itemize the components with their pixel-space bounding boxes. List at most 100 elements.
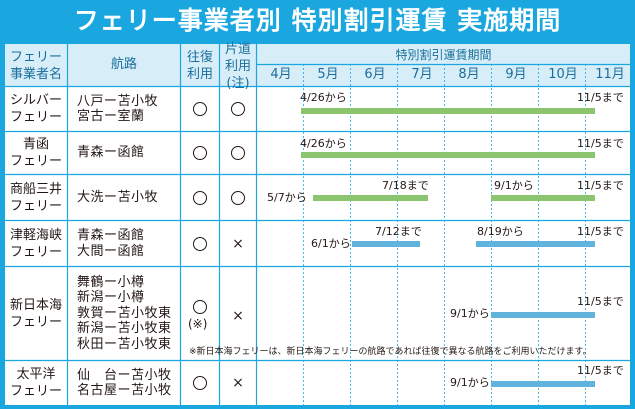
operator-line: フェリー: [9, 314, 62, 330]
route-item: 宮古ー室蘭: [77, 109, 145, 124]
route-item: 大間ー函館: [77, 243, 145, 259]
operator-line: フェリー: [9, 198, 62, 214]
header-one-way-line1: 片道: [224, 41, 251, 57]
period-bar: [301, 152, 595, 158]
route-silver: 八戸ー苫小牧 宮古ー室蘭: [77, 87, 180, 131]
operator-taiheiyo: 太平洋 フェリー: [5, 361, 67, 405]
end-label: 11/5まで: [577, 225, 624, 238]
round-trip-circle: [193, 146, 207, 160]
end-label: 11/5まで: [577, 295, 624, 308]
route-shin-nihonkai: 舞鶴ー小樽 新潟ー小樽 敦賀ー苫小牧東 新潟ー苫小牧東 秋田ー苫小牧東: [77, 267, 180, 360]
month-aug: 8月: [458, 67, 480, 82]
operator-line: フェリー: [9, 384, 62, 399]
header-round-trip-line2: 利用: [186, 67, 213, 82]
end-label: 11/5まで: [577, 364, 624, 377]
operator-line: シルバー: [9, 93, 62, 108]
route-mol: 大洗ー苫小牧: [77, 175, 180, 220]
operator-mol: 商船三井 フェリー: [5, 175, 67, 220]
start-label: 8/19から: [477, 225, 524, 238]
route-seikan: 青森ー函館: [77, 132, 180, 174]
footnote: ※新日本海フェリーは、新日本海フェリーの航路であれば往復で異なる航路をご利用いた…: [189, 347, 592, 357]
route-item: 名古屋ー苫小牧: [77, 383, 172, 398]
route-taiheiyo: 仙 台ー苫小牧 名古屋ー苫小牧: [77, 361, 180, 405]
period-bar: [352, 241, 420, 247]
one-way-cross: ×: [232, 308, 244, 324]
end-label: 11/5まで: [577, 179, 624, 192]
month-jul: 7月: [411, 67, 433, 82]
header-round-trip-line1: 往復: [186, 50, 213, 65]
start-label: 4/26から: [300, 91, 347, 104]
route-item: 仙 台ー苫小牧: [77, 367, 172, 383]
operator-line: フェリー: [9, 244, 62, 260]
start-label: 9/1から: [450, 307, 490, 320]
month-nov: 11月: [595, 67, 625, 82]
operator-line: 新日本海: [9, 297, 62, 313]
page-title: フェリー事業者別 特別割引運賃 実施期間: [73, 6, 562, 35]
route-item: 八戸ー苫小牧: [77, 93, 159, 109]
one-way-circle: [231, 102, 245, 116]
period-bar: [313, 195, 428, 201]
schedule-table: フェリー 事業者名 航路 往復 利用 片道 利用 (注) 特別割引運賃期間 4月…: [5, 42, 630, 405]
period-bar: [301, 108, 595, 114]
period-bar: [491, 312, 595, 318]
operator-line: 商船三井: [9, 181, 62, 197]
operator-shin-nihonkai: 新日本海 フェリー: [5, 267, 67, 360]
start-label: 6/1から: [311, 237, 351, 250]
period-bar: [476, 241, 595, 247]
one-way-circle: [231, 146, 245, 160]
grid-lines: [5, 44, 630, 405]
round-trip-circle: [193, 191, 207, 205]
header-operator: フェリー 事業者名: [5, 46, 67, 86]
header-period: 特別割引運賃期間: [395, 48, 492, 62]
month-jun: 6月: [364, 67, 386, 82]
route-tsugaru: 青森ー函館 大間ー函館: [77, 221, 180, 266]
header-one-way: 片道 利用 (注): [220, 42, 256, 91]
period-bar: [491, 381, 595, 387]
header-route: 航路: [110, 57, 137, 72]
route-item: 敦賀ー苫小牧東: [77, 305, 172, 321]
end-label: 7/12まで: [375, 225, 422, 238]
start-label: 9/1から: [494, 179, 534, 192]
header-operator-line1: フェリー: [9, 50, 62, 65]
route-item: 青森ー函館: [77, 228, 145, 243]
start-label: 5/7から: [267, 191, 307, 204]
start-label: 9/1から: [450, 376, 490, 389]
table-grid: [5, 44, 630, 405]
start-label: 4/26から: [300, 137, 347, 150]
header-operator-line2: 事業者名: [9, 67, 62, 82]
operator-silver: シルバー フェリー: [5, 87, 67, 131]
operator-line: 太平洋: [16, 367, 56, 382]
operator-line: 青函: [22, 137, 49, 152]
month-oct: 10月: [548, 67, 578, 82]
header-one-way-line2: 利用: [224, 58, 251, 74]
month-dividers: [303, 64, 586, 405]
header-round-trip: 往復 利用: [181, 46, 219, 86]
end-label: 11/5まで: [577, 91, 624, 104]
one-way-cross: ×: [232, 375, 244, 391]
operator-line: フェリー: [9, 110, 62, 125]
route-item: 秋田ー苫小牧東: [77, 336, 172, 352]
route-item: 舞鶴ー小樽: [77, 274, 145, 290]
header-one-way-line3: (注): [226, 75, 250, 91]
period-bar: [491, 195, 595, 201]
route-item: 大洗ー苫小牧: [77, 189, 159, 205]
operator-line: フェリー: [9, 154, 62, 169]
round-trip-circle: [193, 237, 207, 251]
one-way-circle: [231, 191, 245, 205]
round-trip-circle: [193, 102, 207, 116]
month-apr: 4月: [270, 67, 292, 82]
route-item: 新潟ー苫小牧東: [77, 321, 172, 337]
round-trip-note-mark: (※): [188, 317, 208, 331]
one-way-cross: ×: [232, 236, 244, 252]
end-label: 7/18まで: [382, 179, 429, 192]
route-item: 青森ー函館: [77, 145, 145, 161]
route-item: 新潟ー小樽: [77, 290, 145, 306]
month-may: 5月: [317, 67, 339, 82]
operator-tsugaru: 津軽海峡 フェリー: [5, 221, 67, 266]
operator-line: 津軽海峡: [9, 227, 62, 243]
operator-seikan: 青函 フェリー: [5, 132, 67, 174]
month-sep: 9月: [505, 67, 527, 82]
round-trip-circle: [193, 300, 207, 314]
end-label: 11/5まで: [577, 137, 624, 150]
